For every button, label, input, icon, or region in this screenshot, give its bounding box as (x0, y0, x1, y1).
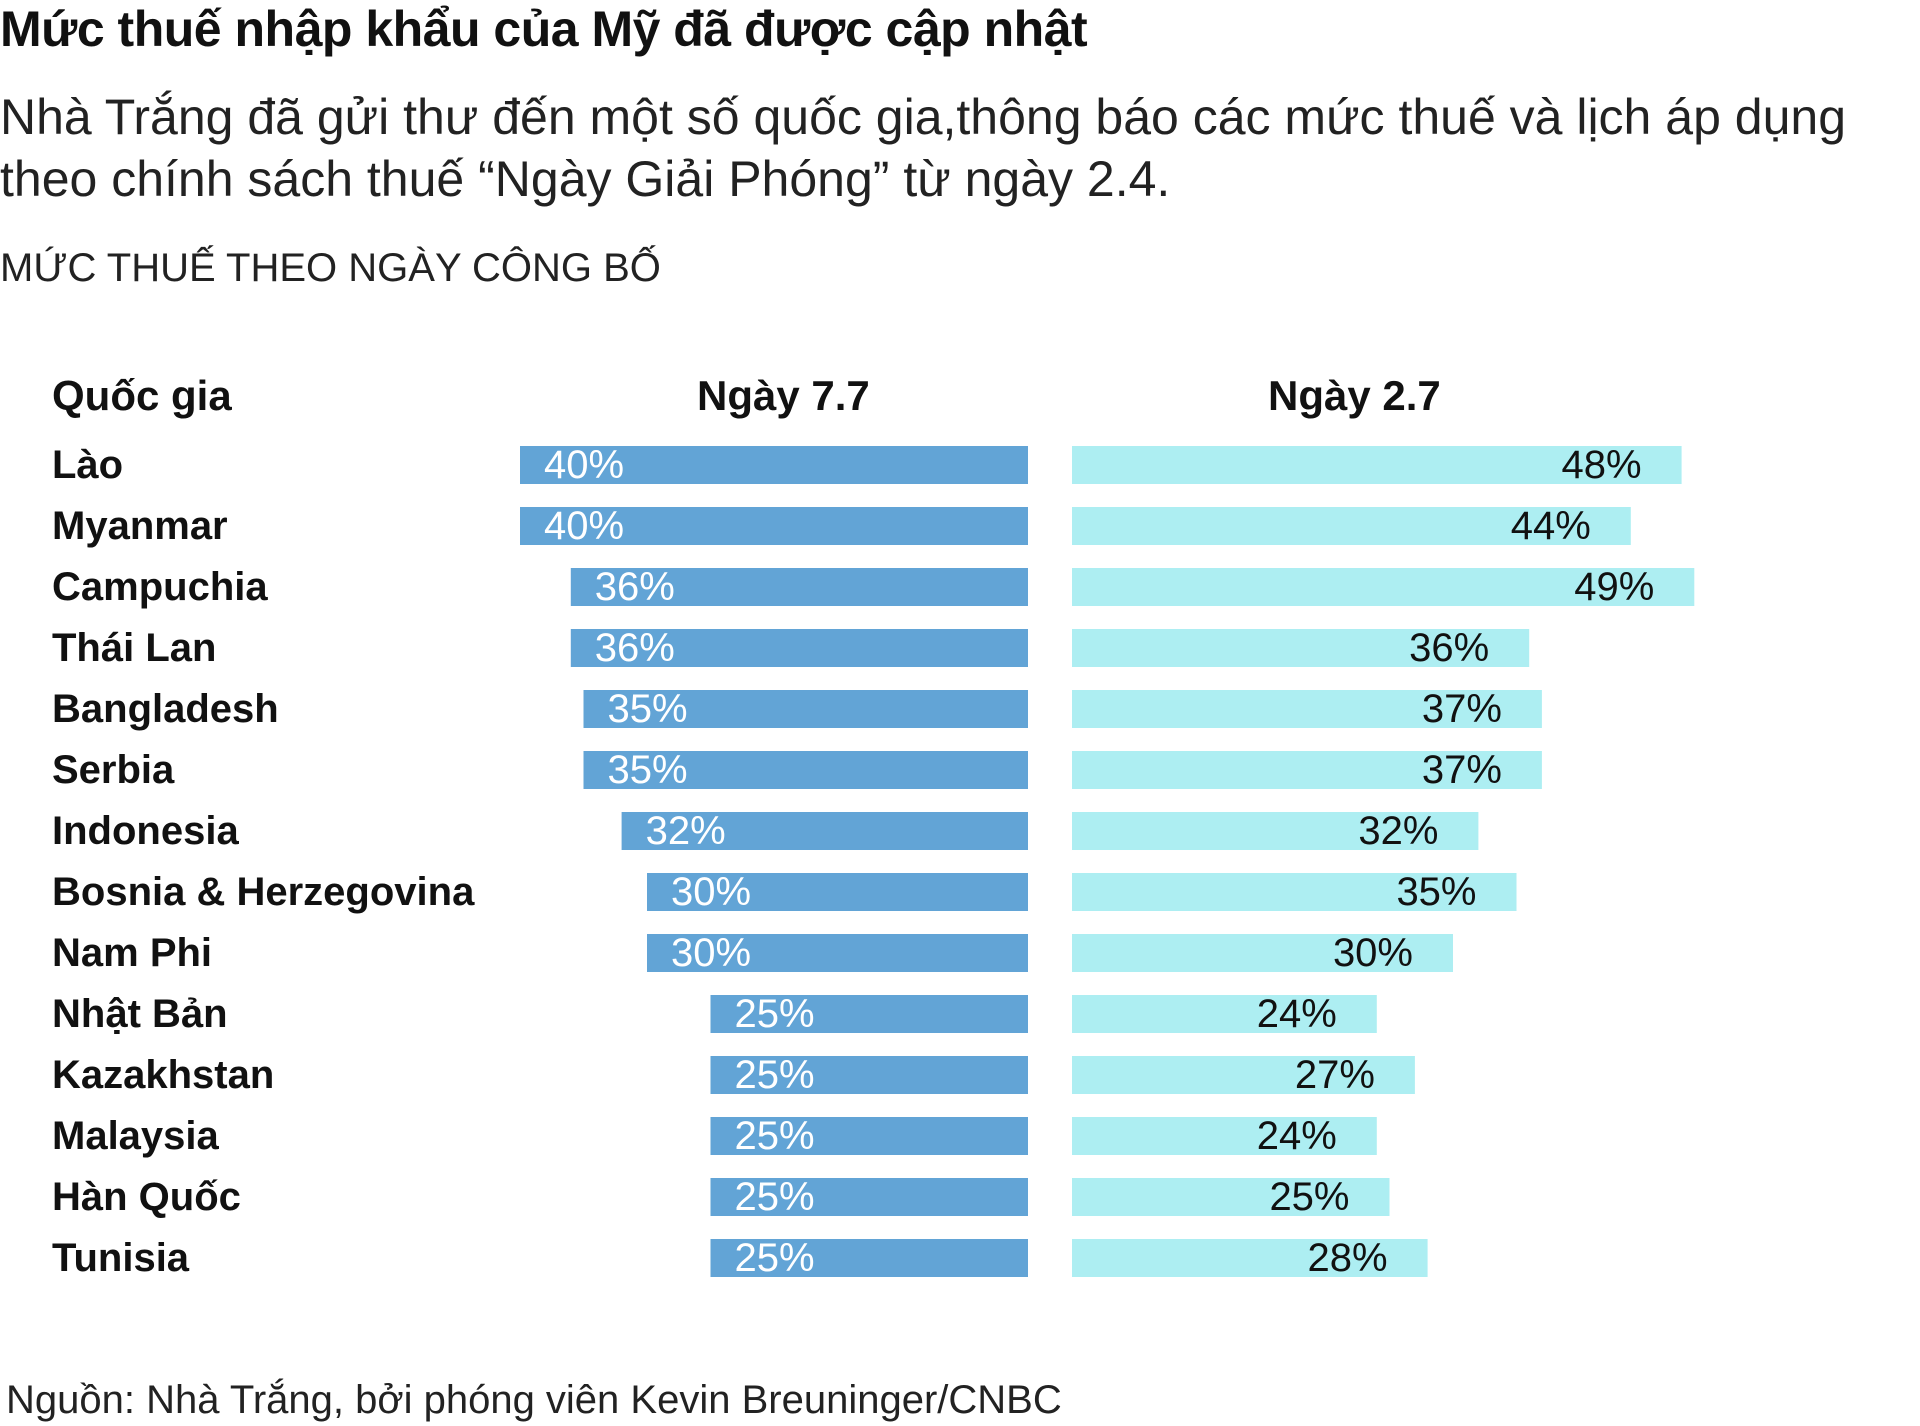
value-label-ngay-7-7-campuchia: 36% (595, 565, 675, 609)
source-note: Nguồn: Nhà Trắng, bởi phóng viên Kevin B… (6, 1378, 1062, 1422)
bar-ngay-2-7-tunisia (1072, 1239, 1428, 1277)
bar-ngay-2-7-campuchia (1072, 568, 1695, 606)
country-label-nhat-ban: Nhật Bản (52, 992, 228, 1036)
country-label-indonesia: Indonesia (52, 809, 239, 853)
bar-ngay-2-7-indonesia (1072, 812, 1479, 850)
country-label-han-quoc: Hàn Quốc (52, 1175, 241, 1219)
value-label-ngay-7-7-bangladesh: 35% (608, 687, 688, 731)
bar-ngay-7-7-bosnia-herzegovina (647, 873, 1028, 911)
country-label-campuchia: Campuchia (52, 565, 268, 609)
value-label-ngay-7-7-bosnia-herzegovina: 30% (671, 870, 751, 914)
bar-ngay-7-7-bangladesh (583, 690, 1028, 728)
bar-ngay-2-7-kazakhstan (1072, 1056, 1415, 1094)
bar-ngay-2-7-malaysia (1072, 1117, 1377, 1155)
value-label-ngay-2-7-nhat-ban: 24% (1257, 992, 1337, 1036)
country-label-bosnia-herzegovina: Bosnia & Herzegovina (52, 870, 475, 914)
bar-ngay-7-7-kazakhstan (710, 1056, 1028, 1094)
value-label-ngay-2-7-thai-lan: 36% (1409, 626, 1489, 670)
chart-title: Mức thuế nhập khẩu của Mỹ đã được cập nh… (0, 1, 1088, 57)
bar-ngay-2-7-bangladesh (1072, 690, 1542, 728)
value-label-ngay-2-7-nam-phi: 30% (1333, 931, 1413, 975)
bar-ngay-2-7-bosnia-herzegovina (1072, 873, 1517, 911)
bar-ngay-7-7-tunisia (710, 1239, 1028, 1277)
value-label-ngay-2-7-bangladesh: 37% (1422, 687, 1502, 731)
value-label-ngay-7-7-indonesia: 32% (646, 809, 726, 853)
bar-ngay-7-7-myanmar (520, 507, 1028, 545)
chart-subtitle: Nhà Trắng đã gửi thư đến một số quốc gia… (0, 89, 1846, 207)
series-header-ngay-7-7: Ngày 7.7 (697, 372, 870, 419)
value-label-ngay-7-7-nam-phi: 30% (671, 931, 751, 975)
value-label-ngay-7-7-nhat-ban: 25% (735, 992, 815, 1036)
value-label-ngay-7-7-myanmar: 40% (544, 504, 624, 548)
country-label-lao: Lào (52, 443, 123, 487)
bar-ngay-2-7-serbia (1072, 751, 1542, 789)
bar-ngay-7-7-campuchia (570, 568, 1028, 606)
value-label-ngay-2-7-malaysia: 24% (1257, 1114, 1337, 1158)
value-label-ngay-7-7-tunisia: 25% (735, 1236, 815, 1280)
value-label-ngay-7-7-kazakhstan: 25% (735, 1053, 815, 1097)
bar-ngay-2-7-myanmar (1072, 507, 1631, 545)
value-label-ngay-7-7-thai-lan: 36% (595, 626, 675, 670)
bar-ngay-7-7-malaysia (710, 1117, 1028, 1155)
value-label-ngay-2-7-bosnia-herzegovina: 35% (1396, 870, 1476, 914)
bar-ngay-7-7-nhat-ban (710, 995, 1028, 1033)
value-label-ngay-2-7-lao: 48% (1562, 443, 1642, 487)
value-label-ngay-2-7-han-quoc: 25% (1269, 1175, 1349, 1219)
country-label-myanmar: Myanmar (52, 504, 228, 548)
section-label: MỨC THUẾ THEO NGÀY CÔNG BỐ (0, 246, 661, 290)
value-label-ngay-2-7-serbia: 37% (1422, 748, 1502, 792)
value-label-ngay-2-7-campuchia: 49% (1574, 565, 1654, 609)
bar-ngay-7-7-nam-phi (647, 934, 1028, 972)
value-label-ngay-2-7-myanmar: 44% (1511, 504, 1591, 548)
bar-ngay-2-7-nam-phi (1072, 934, 1453, 972)
bar-ngay-7-7-serbia (583, 751, 1028, 789)
value-label-ngay-7-7-han-quoc: 25% (735, 1175, 815, 1219)
country-label-tunisia: Tunisia (52, 1236, 190, 1280)
country-label-nam-phi: Nam Phi (52, 931, 212, 975)
bar-ngay-2-7-lao (1072, 446, 1682, 484)
value-label-ngay-7-7-lao: 40% (544, 443, 624, 487)
value-label-ngay-7-7-malaysia: 25% (735, 1114, 815, 1158)
bar-ngay-2-7-nhat-ban (1072, 995, 1377, 1033)
country-column-header: Quốc gia (52, 372, 232, 419)
value-label-ngay-7-7-serbia: 35% (608, 748, 688, 792)
bar-ngay-2-7-thai-lan (1072, 629, 1530, 667)
country-label-serbia: Serbia (52, 748, 175, 792)
country-label-thai-lan: Thái Lan (52, 626, 216, 670)
country-label-malaysia: Malaysia (52, 1114, 220, 1158)
bar-ngay-7-7-han-quoc (710, 1178, 1028, 1216)
value-label-ngay-2-7-indonesia: 32% (1358, 809, 1438, 853)
bar-ngay-7-7-lao (520, 446, 1028, 484)
value-label-ngay-2-7-kazakhstan: 27% (1295, 1053, 1375, 1097)
series-header-ngay-2-7: Ngày 2.7 (1268, 372, 1441, 419)
country-label-bangladesh: Bangladesh (52, 687, 279, 731)
country-label-kazakhstan: Kazakhstan (52, 1053, 274, 1097)
bar-ngay-7-7-thai-lan (570, 629, 1028, 667)
bar-ngay-2-7-han-quoc (1072, 1178, 1390, 1216)
value-label-ngay-2-7-tunisia: 28% (1308, 1236, 1388, 1280)
bar-ngay-7-7-indonesia (621, 812, 1028, 850)
